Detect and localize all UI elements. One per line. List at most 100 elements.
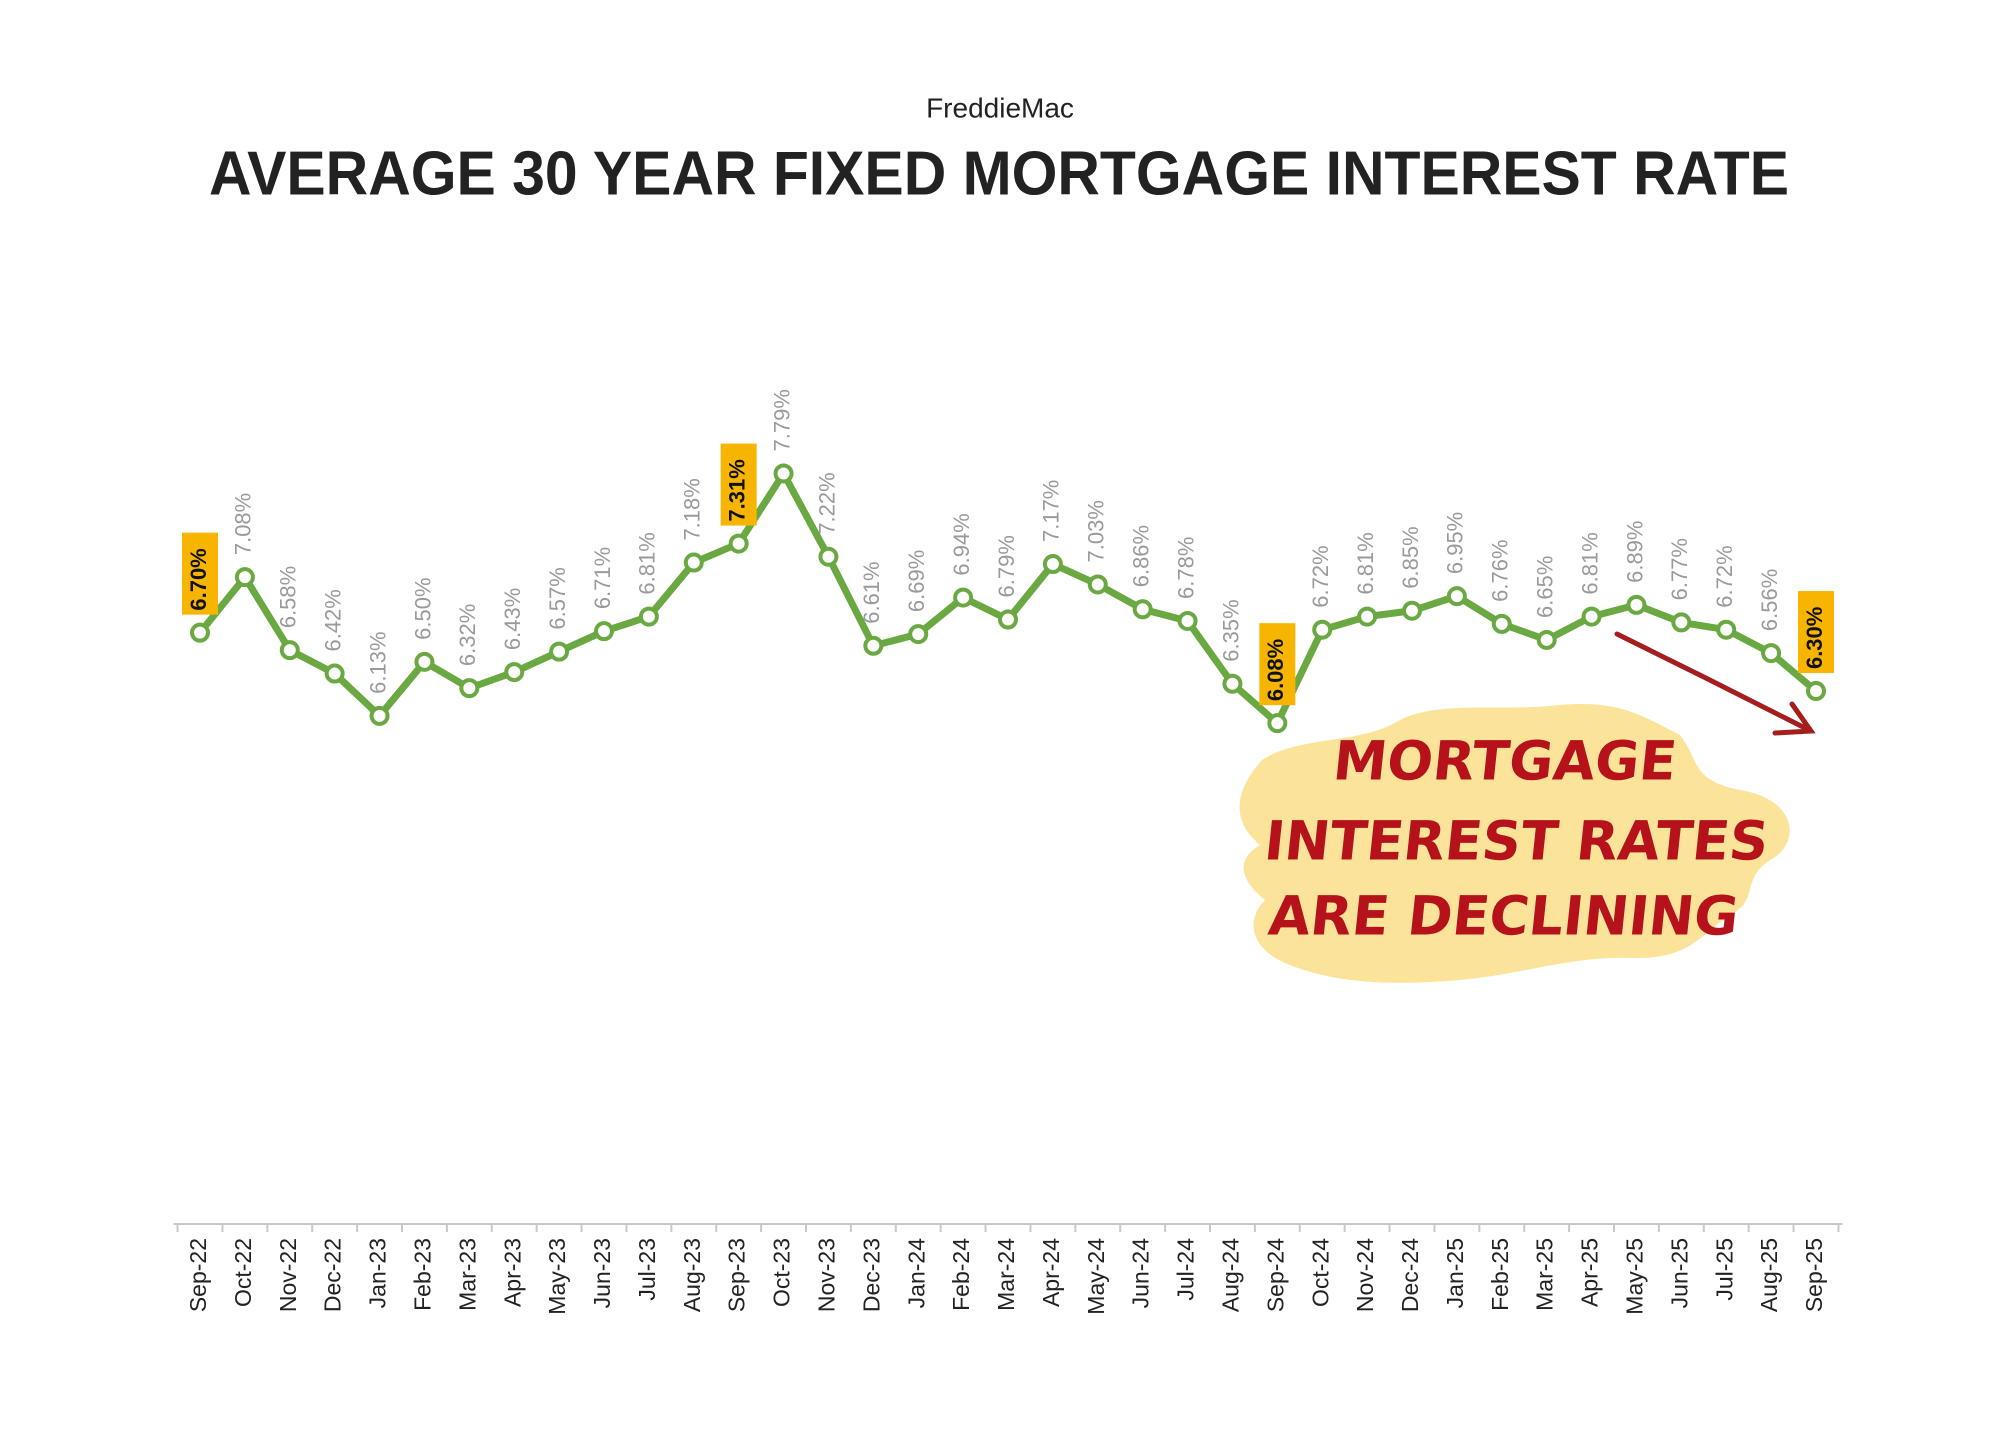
x-tick-label: Jul-25	[1711, 1238, 1737, 1301]
chart-title: AVERAGE 30 YEAR FIXED MORTGAGE INTEREST …	[209, 139, 1789, 208]
point	[1087, 574, 1108, 595]
data-label: 6.61%	[859, 561, 884, 623]
x-tick-label: Dec-24	[1397, 1238, 1423, 1312]
x-tick-label: Sep-24	[1262, 1238, 1288, 1312]
point	[1581, 606, 1602, 627]
data-label: 7.18%	[680, 478, 705, 540]
point	[953, 587, 974, 608]
data-label: 6.78%	[1173, 537, 1198, 599]
point	[234, 567, 255, 588]
x-tick-label: Apr-24	[1038, 1238, 1064, 1307]
point	[998, 609, 1018, 630]
x-tick-label: May-23	[544, 1238, 570, 1315]
point	[728, 533, 749, 554]
x-tick-label: May-25	[1622, 1238, 1648, 1315]
x-tick-label: Jun-24	[1128, 1238, 1154, 1309]
data-label: 6.70%	[186, 548, 211, 610]
data-label: 6.69%	[904, 550, 929, 612]
data-label: 6.65%	[1532, 556, 1557, 618]
data-label: 7.22%	[814, 472, 839, 534]
point	[683, 552, 704, 573]
data-label: 6.42%	[320, 589, 345, 651]
annotation-text: ARE DECLINING	[1266, 885, 1742, 948]
x-tick-label: Aug-23	[679, 1238, 705, 1312]
data-label: 6.85%	[1398, 526, 1423, 588]
x-tick-label: Sep-23	[724, 1238, 750, 1312]
label-highlight	[182, 532, 218, 615]
point	[773, 463, 794, 484]
x-tick-label: Dec-22	[320, 1238, 346, 1312]
annotation-arrow	[1614, 631, 1816, 736]
data-label: 6.57%	[545, 567, 570, 629]
data-label: 6.13%	[365, 631, 390, 693]
data-label: 6.86%	[1128, 525, 1153, 587]
x-tick-label: Oct-24	[1307, 1238, 1333, 1307]
x-tick-label: Nov-24	[1352, 1238, 1378, 1312]
point	[594, 621, 614, 642]
x-tick-label: Jun-23	[589, 1238, 615, 1308]
point	[1357, 606, 1378, 627]
point	[863, 635, 884, 656]
label-highlight	[1259, 623, 1296, 706]
annotation-text: MORTGAGE	[1330, 730, 1679, 793]
data-label: 6.95%	[1443, 512, 1468, 574]
x-tick-label: Apr-25	[1577, 1238, 1603, 1307]
x-tick-label: Oct-23	[769, 1238, 795, 1307]
point	[1222, 673, 1243, 694]
x-tick-label: Sep-25	[1801, 1238, 1827, 1312]
x-tick-label: May-24	[1083, 1238, 1109, 1315]
data-label: 6.72%	[1308, 545, 1333, 607]
x-tick-label: Mar-23	[454, 1238, 480, 1311]
point	[459, 678, 480, 699]
data-label: 6.94%	[949, 513, 974, 575]
point	[1671, 612, 1692, 633]
point	[1267, 713, 1288, 734]
point	[1402, 600, 1422, 621]
annotation-blob	[1239, 704, 1790, 983]
point	[818, 546, 839, 567]
point	[1042, 554, 1063, 575]
label-highlight	[720, 443, 757, 526]
x-tick-label: Feb-23	[410, 1238, 436, 1311]
x-tick-label: Sep-22	[185, 1238, 211, 1312]
annotation: MORTGAGE INTEREST RATES ARE DECLINING	[1261, 730, 1771, 948]
x-tick-label: Nov-22	[275, 1238, 301, 1312]
point	[324, 663, 345, 684]
data-label: 7.31%	[724, 459, 749, 521]
x-tick-label: Dec-23	[858, 1238, 884, 1312]
point	[279, 640, 300, 661]
x-tick-label: Apr-23	[499, 1238, 525, 1307]
data-label: 7.03%	[1084, 500, 1109, 562]
data-label: 6.71%	[590, 547, 615, 609]
annotation-text: INTEREST RATES	[1261, 810, 1771, 873]
point	[1626, 594, 1647, 615]
point	[1716, 619, 1737, 640]
point	[1761, 643, 1782, 664]
point	[1177, 610, 1198, 631]
data-label: 6.81%	[1353, 532, 1378, 594]
point	[190, 622, 210, 643]
data-label: 7.79%	[769, 389, 794, 451]
data-label: 6.81%	[635, 532, 660, 594]
x-tick-label: Aug-24	[1218, 1238, 1244, 1312]
point	[1446, 586, 1467, 607]
data-label: 6.43%	[500, 588, 525, 650]
label-highlight	[1798, 591, 1834, 674]
point	[1132, 599, 1153, 620]
data-label: 6.81%	[1577, 532, 1602, 594]
data-label: 7.17%	[1039, 480, 1064, 542]
data-label: 6.79%	[994, 535, 1019, 597]
x-tick-label: Mar-25	[1532, 1238, 1558, 1311]
point	[1312, 619, 1333, 640]
data-label: 6.50%	[410, 577, 435, 639]
data-label: 6.08%	[1263, 639, 1288, 701]
point	[504, 662, 525, 683]
data-label: 6.89%	[1622, 521, 1647, 583]
x-tick-label: Jan-23	[365, 1238, 391, 1308]
data-label: 6.30%	[1802, 607, 1827, 669]
x-tick-label: Feb-25	[1487, 1238, 1513, 1311]
x-tick-label: Aug-25	[1756, 1238, 1782, 1312]
point	[638, 606, 659, 627]
point	[1536, 629, 1557, 650]
